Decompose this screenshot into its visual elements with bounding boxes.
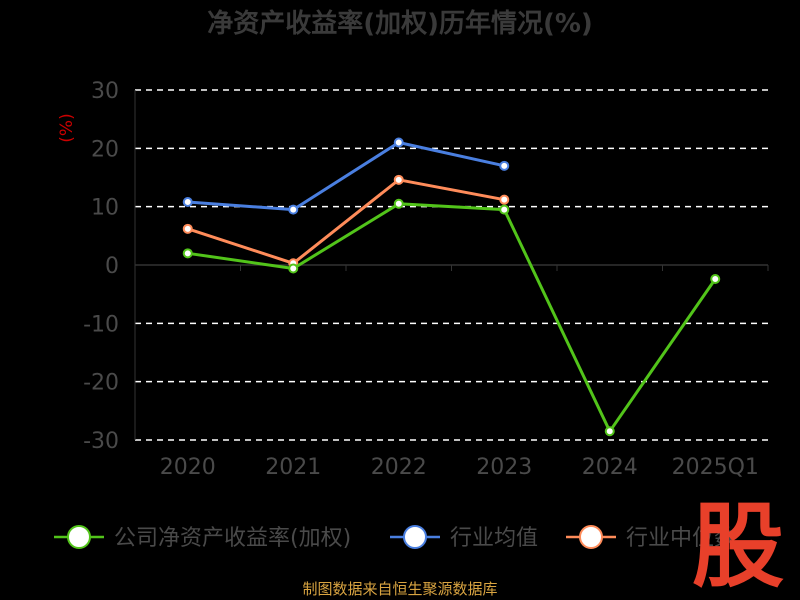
series-line: [187, 178, 505, 265]
x-tick-label: 2022: [371, 455, 427, 480]
y-tick-label: 0: [105, 254, 119, 279]
y-tick-label: 30: [91, 79, 119, 104]
data-point: [182, 197, 193, 207]
x-tick-label: 2020: [160, 455, 216, 480]
chart-title: 净资产收益率(加权)历年情况(%): [207, 8, 593, 39]
data-point: [393, 174, 404, 185]
axes: 30 20 10 0 -10 -20 -30 2020 2021 2022 2023 2024 2025…: [83, 79, 769, 480]
data-point: [393, 198, 404, 209]
x-tick-label: 2024: [582, 455, 638, 480]
x-tick-label: 2023: [476, 455, 532, 480]
legend-label-2: 行业中位数: [626, 526, 736, 551]
x-tick-label: 2025Q1: [672, 455, 759, 480]
data-point: [393, 137, 404, 148]
series-lines: [182, 137, 721, 437]
legend-label-1: 行业均值: [450, 526, 538, 551]
source-note: 制图数据来自恒生聚源数据库: [302, 580, 497, 598]
data-point: [182, 248, 193, 259]
series-2: [182, 174, 510, 269]
legend-marker-1: [403, 525, 427, 549]
series-line: [187, 202, 717, 433]
brand-logo: 股: [692, 493, 784, 600]
y-tick-label: -30: [83, 429, 119, 454]
y-tick-label: 20: [91, 137, 119, 162]
y-axis-unit-label: (%): [57, 113, 77, 142]
data-point: [499, 204, 510, 215]
x-tick-label: 2021: [265, 455, 321, 480]
data-point: [288, 204, 299, 215]
series-1: [182, 137, 510, 215]
series-0: [182, 198, 721, 437]
y-tick-label: -20: [83, 371, 119, 396]
data-point: [182, 223, 193, 234]
y-tick-label: 10: [91, 196, 119, 221]
legend-marker-2: [579, 525, 603, 549]
legend: 公司净资产收益率(加权) 行业均值 行业中位数: [54, 525, 736, 551]
legend-label-0: 公司净资产收益率(加权): [114, 526, 351, 551]
data-point: [604, 426, 615, 437]
data-point: [499, 160, 510, 171]
y-tick-label: -10: [83, 312, 119, 337]
data-point: [288, 263, 299, 274]
data-point: [710, 274, 721, 284]
series-line: [187, 141, 505, 212]
data-point: [499, 194, 510, 205]
legend-marker-0: [67, 525, 91, 549]
